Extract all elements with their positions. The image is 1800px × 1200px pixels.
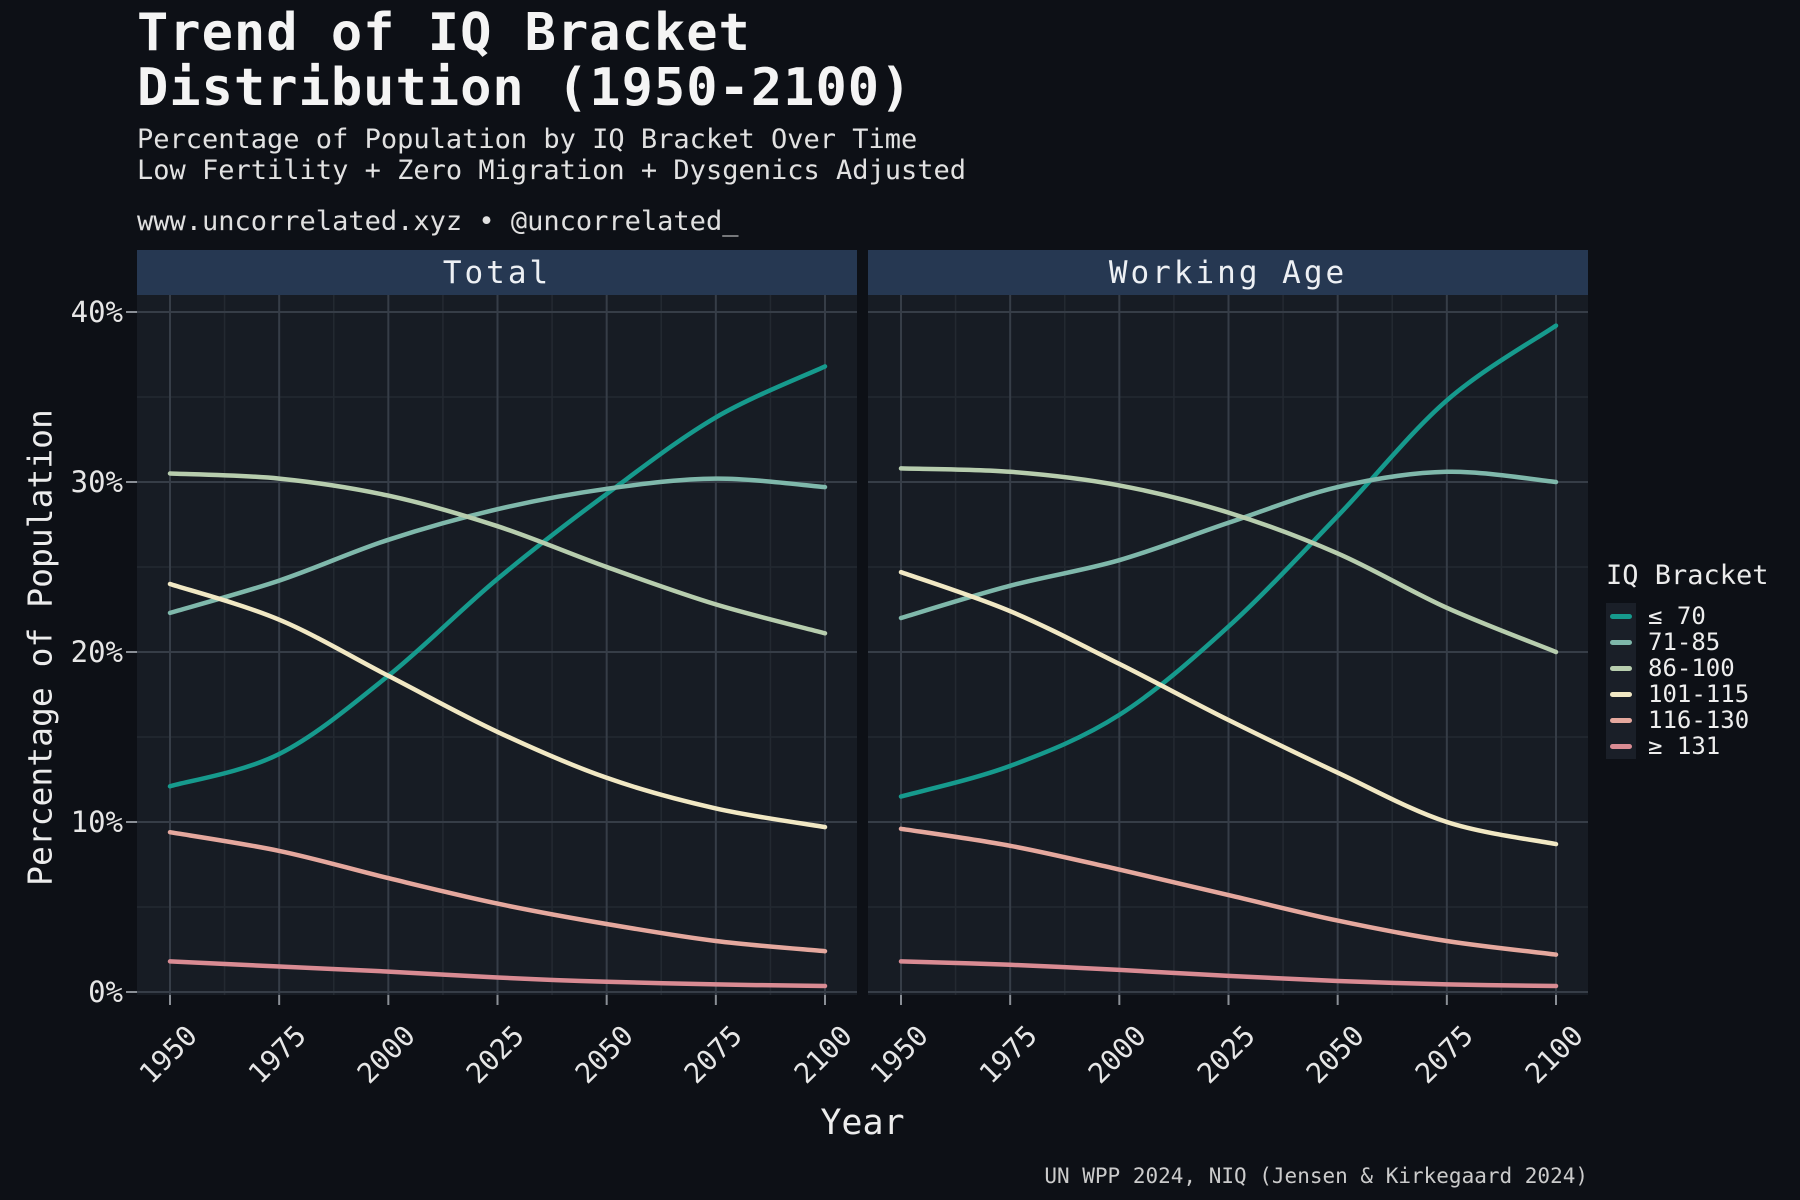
x-axis-title: Year — [820, 1103, 905, 1143]
x-tick-label: 2000 — [350, 1019, 422, 1091]
legend-item-label: 101-115 — [1648, 680, 1750, 708]
legend-key-b116_130 — [1606, 707, 1636, 733]
x-tick-label: 2100 — [1518, 1019, 1590, 1091]
legend: IQ Bracket ≤ 70 71-85 86-100 101-115 116-130… — [1606, 560, 1769, 760]
page-subtitle: Percentage of Population by IQ Bracket O… — [137, 124, 966, 186]
legend-title: IQ Bracket — [1606, 560, 1769, 591]
legend-key-b86_100 — [1606, 655, 1636, 681]
y-tick-mark — [126, 991, 137, 993]
title-line1: Trend of IQ Bracket — [137, 3, 751, 63]
series-line-b71_85 — [167, 476, 828, 616]
x-tick-label: 2000 — [1081, 1019, 1153, 1091]
x-tick-label: 2050 — [568, 1019, 641, 1091]
legend-item-le70: ≤ 70 — [1606, 602, 1769, 630]
x-tick-label: 1950 — [132, 1019, 204, 1091]
page-title: Trend of IQ Bracket Distribution (1950-21… — [137, 6, 912, 116]
legend-swatch-icon — [1610, 665, 1632, 671]
legend-items: ≤ 70 71-85 86-100 101-115 116-130 ≥ 131 — [1606, 602, 1769, 760]
legend-item-label: 86-100 — [1648, 654, 1735, 682]
legend-key-le70 — [1606, 603, 1636, 629]
legend-swatch-icon — [1610, 717, 1632, 723]
legend-item-ge131: ≥ 131 — [1606, 732, 1769, 760]
x-tick-label: 2100 — [787, 1019, 859, 1091]
legend-item-label: 71-85 — [1648, 628, 1721, 656]
legend-key-b71_85 — [1606, 629, 1636, 655]
legend-key-b101_115 — [1606, 681, 1636, 707]
panel-working-age: Working Age 1950 1975 2000 2025 2050 2075 2100 — [863, 250, 1589, 1090]
y-tick-label: 30% — [70, 465, 123, 499]
series-line-ge131 — [898, 959, 1559, 989]
series-line-b71_85 — [898, 469, 1559, 621]
series-line-b86_100 — [898, 466, 1559, 655]
legend-swatch-icon — [1610, 691, 1632, 697]
x-tick-label: 1975 — [972, 1019, 1044, 1091]
panel-total: Total 1950 1975 2000 2025 2050 2075 2100 — [132, 250, 858, 1090]
series-line-le70 — [167, 364, 828, 789]
series-line-b86_100 — [167, 471, 828, 636]
legend-swatch-icon — [1610, 743, 1632, 749]
y-tick-label: 40% — [70, 295, 123, 329]
panel-strip-total: Total — [137, 250, 857, 295]
y-tick-mark — [126, 311, 137, 313]
y-tick-label: 20% — [70, 635, 123, 669]
series-line-b101_115 — [898, 569, 1559, 847]
legend-item-b101_115: 101-115 — [1606, 680, 1769, 708]
x-tick-label: 2075 — [678, 1019, 750, 1091]
legend-key-ge131 — [1606, 733, 1636, 759]
y-tick-label: 10% — [70, 805, 123, 839]
legend-item-label: ≥ 131 — [1648, 732, 1721, 760]
legend-swatch-icon — [1610, 639, 1632, 645]
legend-item-label: 116-130 — [1648, 706, 1750, 734]
plot-area-working-age — [868, 295, 1588, 1005]
y-tick-mark — [126, 651, 137, 653]
legend-item-b86_100: 86-100 — [1606, 654, 1769, 682]
x-tick-label: 2025 — [459, 1019, 531, 1091]
x-tick-label: 2025 — [1190, 1019, 1262, 1091]
y-tick-mark — [126, 821, 137, 823]
panel-strip-working-age-label: Working Age — [1108, 254, 1348, 291]
plot-area-total — [137, 295, 857, 1005]
series-line-ge131 — [167, 959, 828, 989]
panel-strip-total-label: Total — [442, 254, 552, 291]
watermark-text: www.uncorrelated.xyz • @uncorrelated_ — [137, 206, 739, 237]
legend-swatch-icon — [1610, 613, 1632, 619]
panel-strip-working-age: Working Age — [868, 250, 1588, 295]
x-tick-label: 1975 — [241, 1019, 313, 1091]
x-tick-label: 2050 — [1299, 1019, 1372, 1091]
series-line-b116_130 — [167, 829, 828, 954]
y-tick-mark — [126, 481, 137, 483]
subtitle-line2: Low Fertility + Zero Migration + Dysgeni… — [137, 155, 967, 186]
y-axis-title: Percentage of Population — [20, 409, 60, 886]
title-line2: Distribution (1950-2100) — [137, 58, 913, 118]
y-tick-label: 0% — [88, 975, 123, 1009]
series-line-le70 — [898, 323, 1559, 799]
subtitle-line1: Percentage of Population by IQ Bracket O… — [137, 124, 918, 155]
x-tick-label: 1950 — [863, 1019, 935, 1091]
series-line-b101_115 — [167, 581, 828, 830]
legend-item-b116_130: 116-130 — [1606, 706, 1769, 734]
x-tick-label: 2075 — [1409, 1019, 1481, 1091]
legend-item-label: ≤ 70 — [1648, 602, 1706, 630]
series-line-b116_130 — [898, 826, 1559, 957]
source-caption: UN WPP 2024, NIQ (Jensen & Kirkegaard 20… — [1044, 1164, 1588, 1188]
legend-item-b71_85: 71-85 — [1606, 628, 1769, 656]
